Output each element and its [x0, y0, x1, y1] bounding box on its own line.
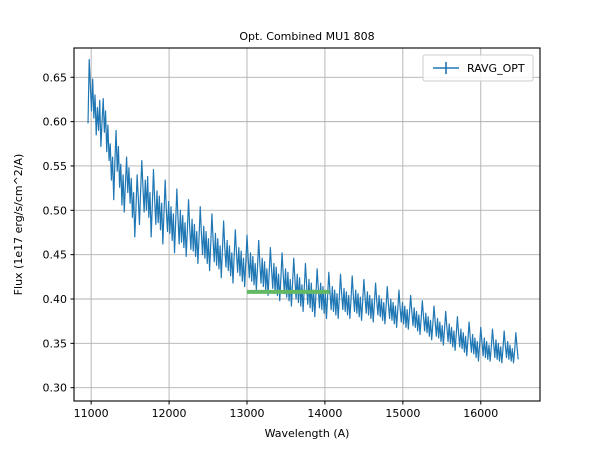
y-tick-label: 0.60: [43, 116, 68, 129]
legend-box: [422, 54, 534, 82]
x-tick-label: 14000: [307, 407, 342, 420]
x-tick-label: 15000: [385, 407, 420, 420]
x-tick-label: 12000: [152, 407, 187, 420]
data-series-line: [87, 58, 519, 364]
x-tick-label: 11000: [74, 407, 109, 420]
x-axis-label: Wavelength (A): [265, 427, 350, 440]
y-tick-label: 0.50: [43, 204, 68, 217]
plot-background: [74, 48, 540, 401]
x-tick-label: 16000: [463, 407, 498, 420]
y-tick-label: 0.45: [43, 249, 68, 262]
y-tick-label: 0.35: [43, 337, 68, 350]
x-tick-label: 13000: [229, 407, 264, 420]
y-axis-label: Flux (1e17 erg/s/cm^2/A): [12, 154, 25, 296]
legend-label: RAVG_OPT: [467, 62, 525, 75]
chart-title: Opt. Combined MU1 808: [239, 30, 374, 43]
y-tick-label: 0.40: [43, 293, 68, 306]
y-tick-label: 0.55: [43, 160, 68, 173]
axes-spines: [73, 47, 541, 402]
y-tick-label: 0.30: [43, 382, 68, 395]
y-tick-label: 0.65: [43, 71, 68, 84]
